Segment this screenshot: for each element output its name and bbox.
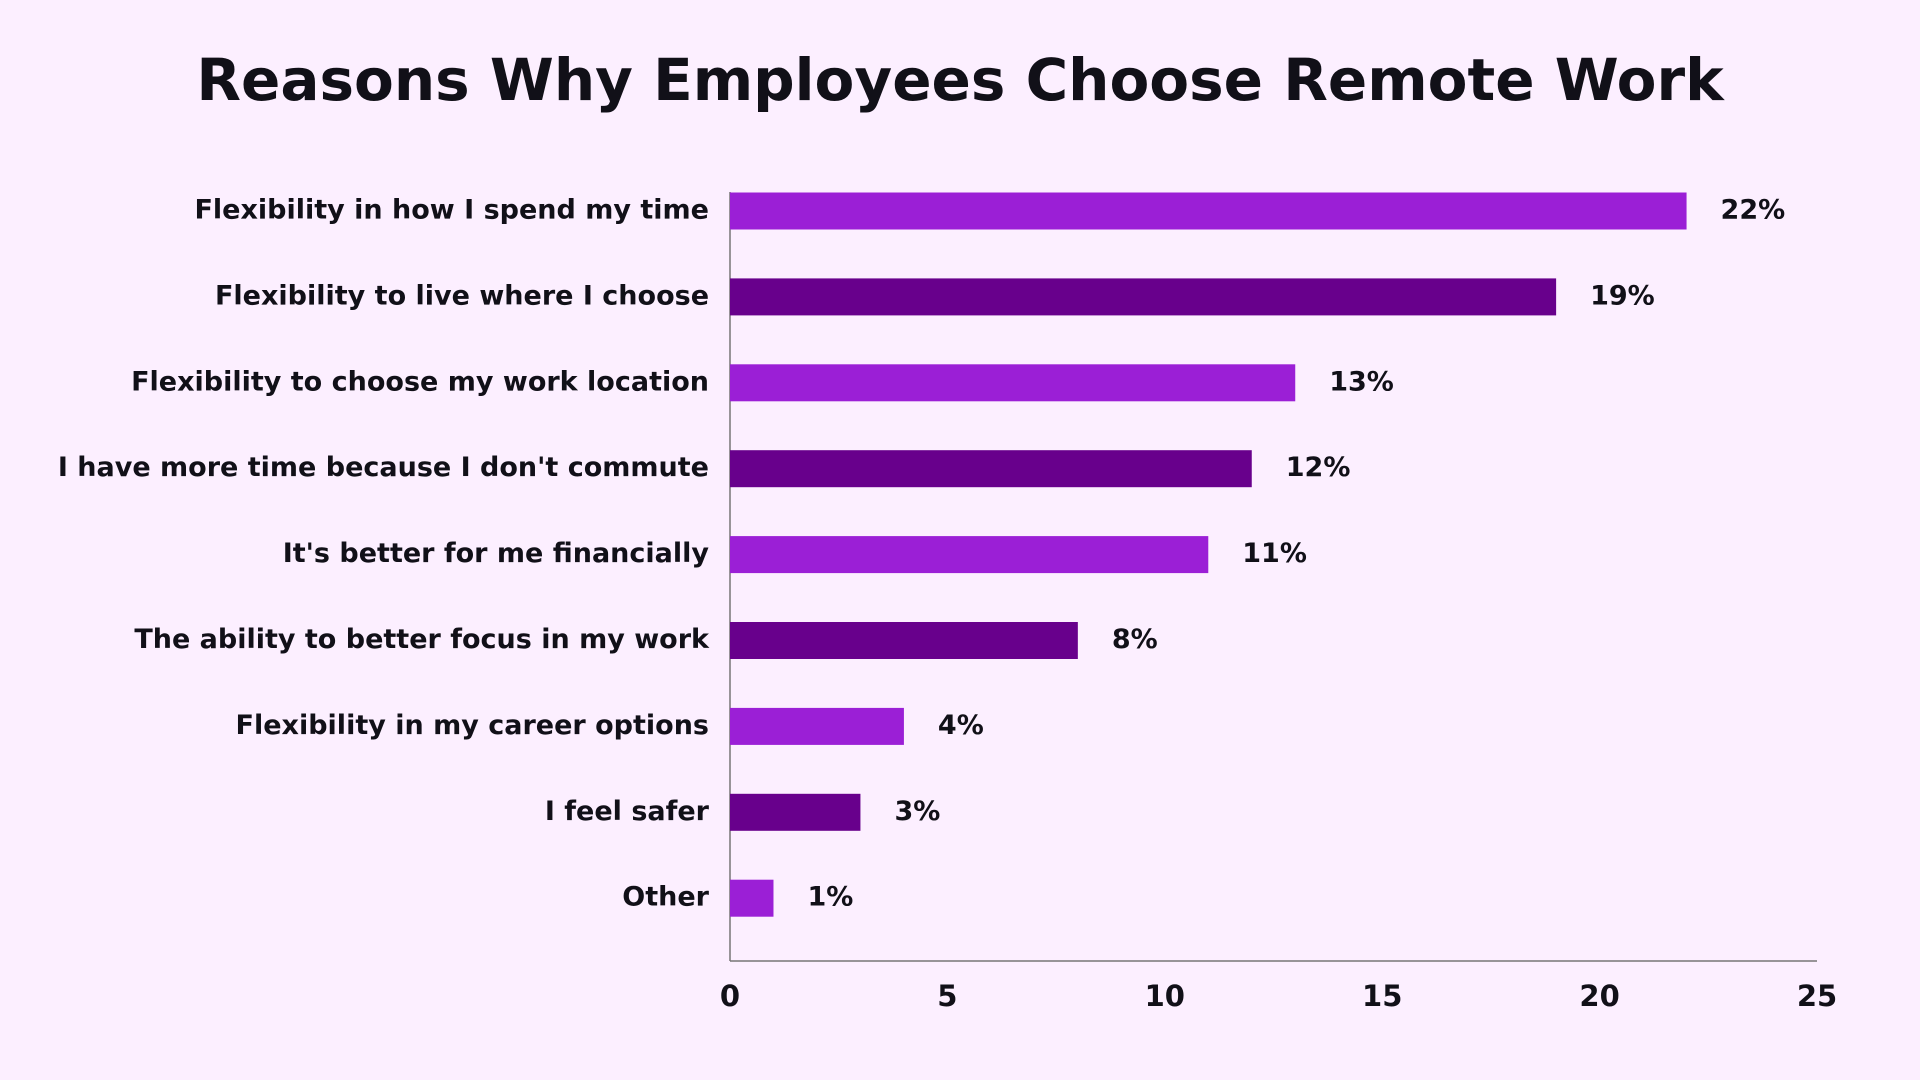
y-tick-label: It's better for me financially [283, 538, 710, 569]
bar [730, 622, 1078, 659]
data-label: 11% [1242, 538, 1307, 569]
bar [730, 536, 1209, 574]
chart-title: Reasons Why Employees Choose Remote Work [196, 46, 1725, 114]
data-label: 19% [1590, 280, 1655, 311]
data-label: 3% [894, 796, 940, 827]
bar [730, 707, 904, 745]
y-tick-label: I feel safer [545, 796, 710, 827]
bar [730, 278, 1557, 316]
data-label: 13% [1329, 366, 1394, 397]
x-tick-label: 20 [1579, 979, 1619, 1013]
data-label: 1% [807, 882, 853, 913]
x-tick-label: 5 [937, 979, 957, 1013]
x-tick-label: 15 [1362, 979, 1402, 1013]
bar [730, 879, 774, 917]
data-label: 4% [938, 710, 984, 741]
x-tick-label: 10 [1145, 979, 1185, 1013]
data-label: 8% [1112, 624, 1158, 655]
data-label: 12% [1286, 452, 1351, 483]
y-tick-label: I have more time because I don't commute [58, 452, 709, 483]
y-tick-label: Flexibility to choose my work location [131, 366, 709, 397]
bar [730, 192, 1687, 230]
bar [730, 364, 1296, 402]
y-tick-label: Flexibility to live where I choose [215, 280, 709, 311]
y-tick-label: The ability to better focus in my work [134, 624, 710, 655]
y-tick-label: Other [622, 882, 709, 913]
x-tick-label: 0 [720, 979, 740, 1013]
bar [730, 793, 861, 831]
y-tick-label: Flexibility in how I spend my time [194, 195, 709, 226]
data-label: 22% [1721, 195, 1786, 226]
bar [730, 450, 1252, 488]
x-tick-label: 25 [1797, 979, 1837, 1013]
y-tick-label: Flexibility in my career options [236, 710, 709, 741]
